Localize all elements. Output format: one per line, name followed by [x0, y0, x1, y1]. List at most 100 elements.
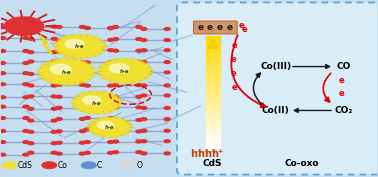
- Circle shape: [164, 49, 170, 52]
- Text: e: e: [231, 69, 236, 78]
- Circle shape: [84, 49, 90, 52]
- FancyArrowPatch shape: [293, 65, 330, 68]
- Circle shape: [108, 61, 114, 64]
- Text: Co: Co: [57, 161, 67, 170]
- Bar: [206, 135, 220, 137]
- Circle shape: [113, 84, 119, 87]
- Circle shape: [56, 141, 62, 144]
- Circle shape: [108, 106, 114, 109]
- Circle shape: [113, 25, 119, 28]
- Circle shape: [51, 60, 57, 63]
- Circle shape: [28, 151, 34, 154]
- Circle shape: [164, 94, 170, 97]
- Bar: [206, 115, 220, 116]
- Circle shape: [79, 152, 85, 155]
- Circle shape: [23, 72, 29, 75]
- Circle shape: [79, 106, 85, 109]
- Bar: [206, 143, 220, 144]
- Circle shape: [164, 118, 170, 121]
- Circle shape: [136, 130, 142, 133]
- FancyArrowPatch shape: [231, 35, 265, 107]
- Circle shape: [42, 162, 57, 169]
- Circle shape: [79, 72, 85, 75]
- Text: h⁺: h⁺: [197, 149, 209, 159]
- Bar: [206, 79, 220, 81]
- Circle shape: [0, 37, 6, 39]
- Circle shape: [23, 25, 29, 28]
- Circle shape: [23, 105, 29, 108]
- Circle shape: [164, 140, 170, 143]
- Circle shape: [56, 50, 62, 53]
- Circle shape: [0, 72, 6, 75]
- Circle shape: [84, 27, 90, 29]
- Circle shape: [164, 71, 170, 74]
- Circle shape: [108, 72, 114, 74]
- Circle shape: [51, 107, 57, 110]
- Bar: [206, 64, 220, 66]
- Text: e: e: [242, 25, 248, 34]
- Text: h-e: h-e: [62, 70, 71, 75]
- Circle shape: [136, 25, 142, 28]
- Circle shape: [84, 72, 90, 74]
- Circle shape: [0, 130, 6, 132]
- Circle shape: [141, 28, 147, 30]
- Bar: [206, 51, 220, 53]
- Text: CO₂: CO₂: [334, 106, 353, 115]
- Circle shape: [56, 118, 62, 120]
- Circle shape: [71, 91, 122, 114]
- Bar: [206, 99, 220, 101]
- Circle shape: [136, 84, 142, 87]
- Bar: [206, 53, 220, 55]
- Circle shape: [84, 84, 90, 87]
- Text: h⁺: h⁺: [204, 149, 216, 159]
- Circle shape: [141, 61, 147, 64]
- Text: e: e: [227, 23, 233, 32]
- Circle shape: [141, 39, 147, 41]
- Circle shape: [97, 58, 153, 84]
- Bar: [206, 38, 220, 40]
- Bar: [206, 49, 220, 51]
- Bar: [206, 113, 220, 115]
- Text: CdS: CdS: [203, 159, 222, 167]
- Text: e: e: [239, 21, 245, 30]
- Circle shape: [141, 94, 147, 97]
- Bar: [206, 81, 220, 83]
- Circle shape: [79, 83, 85, 86]
- Circle shape: [121, 162, 136, 169]
- Bar: [206, 141, 220, 143]
- Bar: [206, 103, 220, 105]
- Circle shape: [164, 61, 170, 64]
- Circle shape: [136, 72, 142, 75]
- Circle shape: [28, 142, 34, 145]
- Bar: [206, 45, 220, 47]
- FancyArrowPatch shape: [253, 73, 262, 104]
- Circle shape: [39, 59, 94, 84]
- Circle shape: [84, 61, 90, 64]
- Circle shape: [113, 38, 119, 41]
- Bar: [206, 109, 220, 111]
- Bar: [206, 128, 220, 130]
- Circle shape: [84, 38, 90, 41]
- Circle shape: [56, 39, 62, 42]
- Bar: [206, 70, 220, 71]
- Circle shape: [83, 96, 101, 104]
- Bar: [206, 126, 220, 128]
- Circle shape: [23, 62, 29, 64]
- Circle shape: [79, 95, 85, 98]
- Text: O: O: [137, 161, 143, 170]
- Circle shape: [23, 130, 29, 132]
- Circle shape: [141, 107, 147, 109]
- Bar: [206, 124, 220, 126]
- Text: e: e: [197, 23, 203, 32]
- Text: h-e: h-e: [105, 125, 115, 130]
- Circle shape: [23, 83, 29, 86]
- Bar: [206, 77, 220, 79]
- Bar: [206, 137, 220, 139]
- Circle shape: [84, 128, 90, 131]
- Bar: [206, 83, 220, 85]
- Bar: [206, 96, 220, 98]
- Circle shape: [23, 117, 29, 119]
- Circle shape: [108, 49, 114, 52]
- Bar: [206, 120, 220, 122]
- Circle shape: [51, 142, 57, 145]
